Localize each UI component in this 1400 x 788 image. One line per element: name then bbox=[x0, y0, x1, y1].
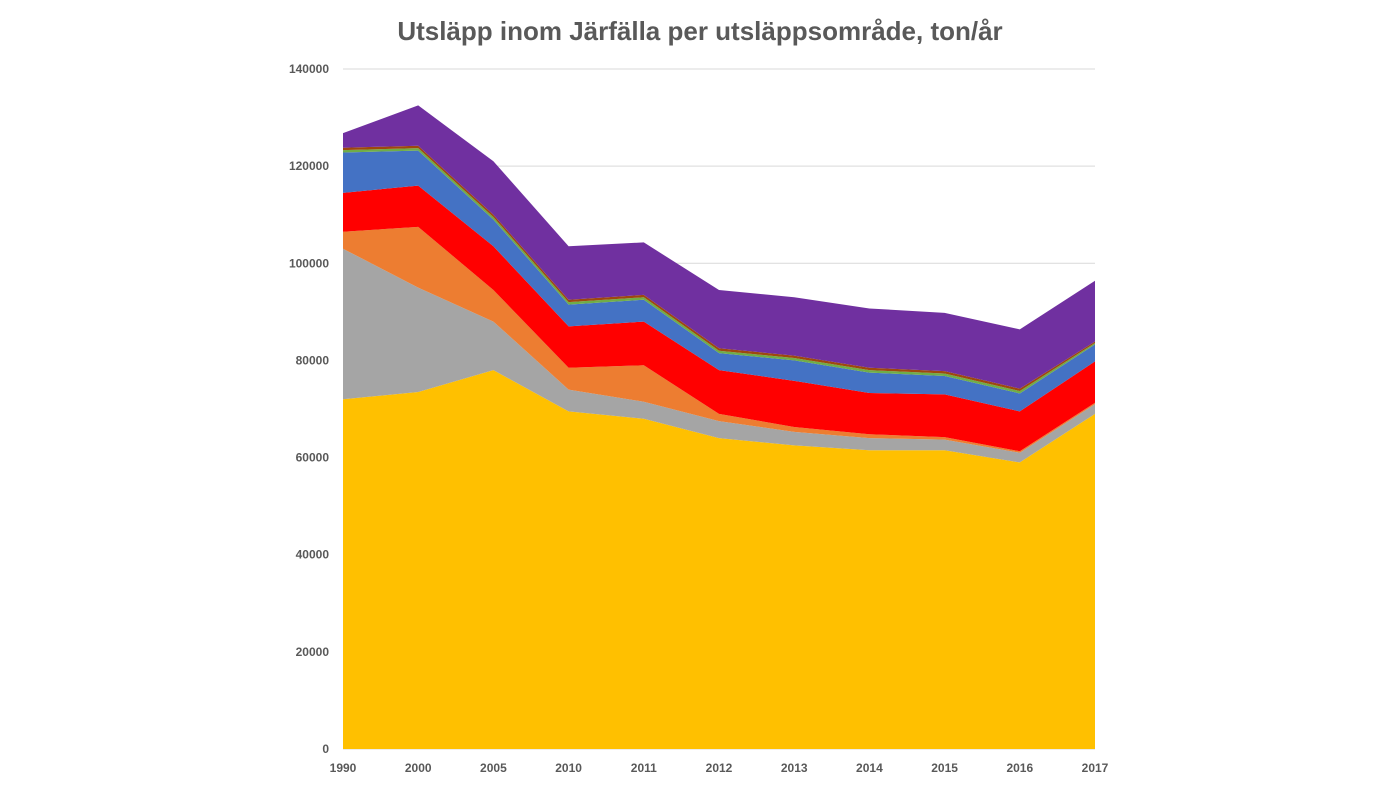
x-tick-label: 2017 bbox=[1082, 761, 1109, 775]
x-tick-label: 2016 bbox=[1006, 761, 1033, 775]
area-series-1 bbox=[343, 370, 1095, 749]
y-tick-label: 20000 bbox=[296, 645, 330, 659]
y-tick-label: 80000 bbox=[296, 353, 330, 367]
x-tick-label: 2015 bbox=[931, 761, 958, 775]
chart-title: Utsläpp inom Järfälla per utsläppsområde… bbox=[397, 16, 1003, 46]
area-series-5 bbox=[343, 150, 1095, 412]
area-series-8 bbox=[343, 105, 1095, 389]
x-tick-label: 2005 bbox=[480, 761, 507, 775]
x-axis: 1990 2000 2005 2010 2011 2012 2013 2014 2015 2016… bbox=[330, 761, 1109, 775]
area-series-3 bbox=[343, 226, 1095, 453]
y-tick-label: 100000 bbox=[289, 256, 329, 270]
x-tick-label: 2010 bbox=[555, 761, 582, 775]
y-tick-label: 0 bbox=[322, 742, 329, 756]
y-axis: 0 20000 40000 60000 80000 100000 120000 140000 bbox=[289, 62, 329, 756]
y-tick-label: 40000 bbox=[296, 548, 330, 562]
x-tick-label: 2013 bbox=[781, 761, 808, 775]
area-series-2 bbox=[343, 248, 1095, 463]
area-series-4 bbox=[343, 185, 1095, 452]
area-series-layer bbox=[343, 105, 1095, 749]
x-tick-label: 2014 bbox=[856, 761, 883, 775]
x-tick-label: 2011 bbox=[631, 761, 657, 775]
x-tick-label: 2012 bbox=[706, 761, 733, 775]
y-tick-label: 140000 bbox=[289, 62, 329, 76]
y-tick-label: 60000 bbox=[296, 451, 330, 465]
y-tick-label: 120000 bbox=[289, 159, 329, 173]
x-tick-label: 1990 bbox=[330, 761, 357, 775]
x-tick-label: 2000 bbox=[405, 761, 432, 775]
